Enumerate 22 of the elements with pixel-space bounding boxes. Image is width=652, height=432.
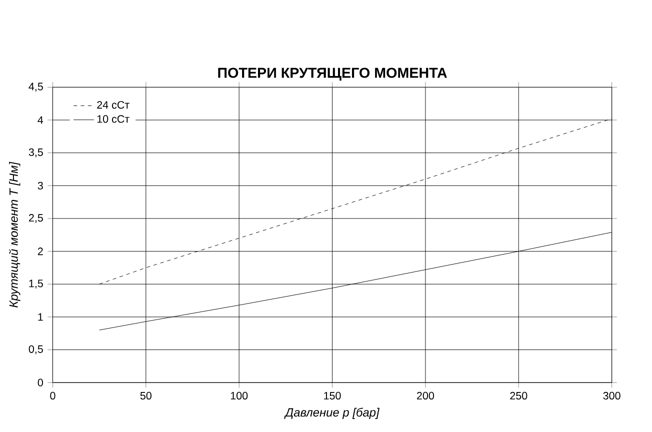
legend-label: 24 сСт <box>97 101 130 109</box>
y-tick-label: 0 <box>38 378 43 386</box>
x-tick-label: 200 <box>417 392 434 400</box>
x-tick-label: 100 <box>230 392 248 400</box>
y-tick-label: 3,5 <box>28 148 43 158</box>
y-axis-title: Крутящий момент T [Нм] <box>8 162 20 308</box>
x-axis-title: Давление p [бар] <box>284 408 380 420</box>
x-tick-label: 50 <box>140 392 152 400</box>
y-tick-label: 4,5 <box>28 82 43 92</box>
y-tick-label: 2 <box>38 248 43 256</box>
y-tick-label: 1,5 <box>29 280 43 289</box>
y-tick-label: 3 <box>38 182 43 190</box>
x-tick-label: 300 <box>603 392 620 400</box>
x-tick-label: 250 <box>510 392 528 400</box>
y-tick-label: 1 <box>38 313 43 321</box>
y-tick-label: 2,5 <box>28 214 43 223</box>
legend-label: 10 сСт <box>97 115 130 123</box>
x-tick-label: 150 <box>324 392 341 400</box>
y-tick-label: 0,5 <box>28 345 43 354</box>
y-tick-label: 4 <box>38 116 44 124</box>
x-tick-label: 0 <box>50 392 56 400</box>
chart-title: ПОТЕРИ КРУТЯЩЕГО МОМЕНТА <box>218 68 447 81</box>
